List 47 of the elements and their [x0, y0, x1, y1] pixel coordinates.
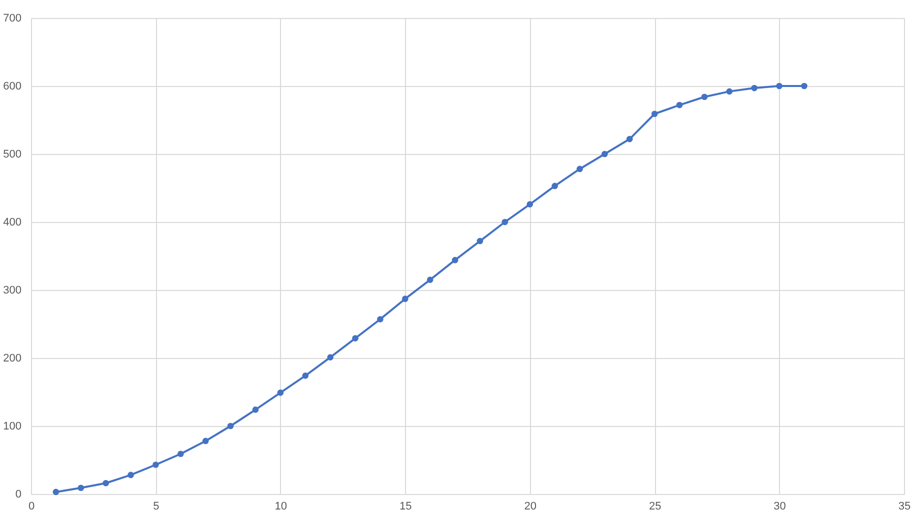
x-tick-label: 10	[274, 500, 288, 512]
point	[402, 296, 408, 302]
y-tick-label: 0	[15, 488, 22, 500]
point	[552, 182, 558, 190]
point	[302, 372, 309, 379]
point	[801, 82, 808, 90]
point	[452, 256, 458, 264]
point	[327, 354, 334, 360]
point	[676, 102, 683, 108]
x-tick-label: 20	[524, 500, 536, 512]
y-tick-label: 500	[3, 148, 22, 160]
point	[377, 316, 384, 322]
y-tick-label: 100	[3, 420, 22, 432]
x-tick-label: 25	[648, 500, 662, 512]
point	[576, 166, 583, 172]
point	[476, 238, 484, 244]
point	[352, 335, 358, 342]
point	[177, 450, 184, 458]
point	[128, 472, 134, 478]
y-tick-label: 200	[3, 352, 22, 364]
point	[626, 136, 633, 142]
point	[651, 110, 658, 118]
y-tick-label: 300	[3, 284, 22, 296]
point	[726, 88, 733, 95]
y-tick-label: 400	[3, 216, 22, 228]
x-tick-label: 30	[774, 500, 786, 512]
point	[102, 480, 109, 486]
y-tick-label: 700	[3, 12, 22, 24]
point	[502, 218, 508, 226]
point	[751, 84, 758, 92]
point	[78, 484, 84, 492]
point	[152, 462, 159, 468]
y-tick-label: 600	[3, 80, 22, 92]
x-tick-label: 0	[28, 500, 35, 512]
x-tick-label: 35	[898, 500, 911, 512]
x-tick-label: 5	[153, 500, 160, 512]
point	[227, 422, 234, 430]
point	[252, 406, 259, 413]
point	[426, 276, 434, 283]
point	[526, 201, 534, 208]
point	[52, 488, 60, 496]
point	[701, 94, 708, 100]
point	[602, 150, 608, 158]
point	[202, 438, 209, 444]
x-tick-label: 15	[400, 500, 412, 512]
point	[776, 82, 782, 90]
point	[277, 390, 284, 396]
